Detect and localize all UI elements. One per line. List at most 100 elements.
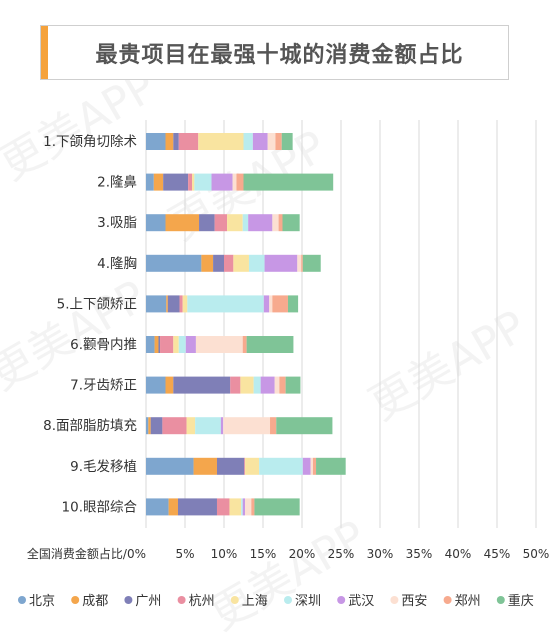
bar-segment	[201, 254, 214, 272]
bar-segment	[179, 295, 183, 313]
legend-marker	[230, 596, 239, 604]
category-label: 9.毛发移植	[70, 459, 137, 475]
bar-segment	[165, 376, 174, 394]
bar-segment	[213, 254, 224, 272]
bar-segment	[195, 417, 221, 435]
x-tick-label: 25%	[328, 547, 355, 561]
bar-segment	[248, 214, 273, 232]
x-axis-label: 全国消费金额占比/0%	[27, 546, 146, 561]
bar-segment	[165, 133, 174, 150]
x-tick-label: 45%	[484, 547, 511, 561]
x-tick-label: 5%	[175, 547, 194, 561]
bar-segment	[194, 173, 212, 191]
bar-segment	[269, 295, 273, 313]
legend-marker	[71, 596, 80, 604]
bar-segment	[310, 457, 313, 475]
bar-segment	[242, 336, 247, 353]
bar-segment	[272, 214, 279, 232]
legend-marker	[177, 596, 186, 604]
bar-segment	[146, 214, 166, 232]
bar-segment	[211, 173, 233, 191]
bar-segment	[148, 417, 151, 435]
bar-segment	[178, 133, 199, 150]
category-label: 8.面部脂肪填充	[43, 418, 137, 434]
bar-segment	[153, 173, 164, 191]
bar-segment	[232, 173, 237, 191]
bar-segment	[285, 376, 301, 394]
bar-segment	[162, 417, 187, 435]
category-label: 5.上下颌矫正	[57, 296, 137, 312]
bar-segment	[302, 457, 311, 475]
category-label: 2.隆鼻	[97, 174, 137, 191]
bar-segment	[245, 498, 252, 516]
bar-segment	[195, 336, 243, 353]
bar-segment	[279, 376, 286, 394]
x-tick-label: 15%	[250, 547, 277, 561]
bar-segment	[316, 457, 346, 475]
bar-segment	[146, 336, 155, 353]
legend-marker	[337, 596, 346, 604]
bar-segment	[240, 376, 254, 394]
bars-layer	[146, 133, 346, 516]
bar-segment	[224, 254, 234, 272]
bar-segment	[287, 295, 299, 313]
bar-segment	[227, 214, 243, 232]
bar-segment	[233, 254, 249, 272]
bar-segment	[274, 376, 280, 394]
bar-segment	[192, 173, 195, 191]
bar-segment	[272, 295, 288, 313]
category-labels-layer: 1.下颌角切除术 2.隆鼻 3.吸脂 4.隆胸 5.上下颌矫正 6.颧骨内推 7.牙齿矫正 8…	[43, 134, 137, 515]
bar-segment	[276, 417, 333, 435]
bar-segment	[187, 295, 264, 313]
bar-segment	[223, 417, 271, 435]
bar-segment	[173, 133, 179, 150]
legend-marker	[18, 596, 26, 604]
chart-title-box: 最贵项目在最强十城的消费金额占比	[40, 25, 509, 80]
bar-segment	[270, 417, 277, 435]
title-accent-bar	[41, 26, 48, 79]
legend-marker	[124, 596, 133, 604]
bar-segment	[267, 133, 276, 150]
bar-segment	[243, 133, 253, 150]
bar-segment	[146, 173, 154, 191]
bar-segment	[236, 173, 244, 191]
legend-marker	[496, 596, 505, 604]
bar-segment	[242, 214, 249, 232]
bar-segment	[243, 173, 334, 191]
bar-segment	[186, 417, 196, 435]
bar-segment	[173, 336, 179, 353]
bar-segment	[199, 214, 215, 232]
bar-segment	[166, 295, 168, 313]
x-tick-label: 50%	[523, 547, 549, 561]
bar-segment	[185, 336, 196, 353]
x-tick-label: 10%	[211, 547, 238, 561]
x-tick-label: 20%	[289, 547, 316, 561]
bar-segment	[182, 295, 188, 313]
bar-segment	[252, 133, 268, 150]
legend-label: 北京	[29, 594, 55, 609]
x-tick-label: 35%	[406, 547, 433, 561]
bar-segment	[188, 173, 193, 191]
bar-segment	[160, 336, 174, 353]
bar-segment	[259, 457, 303, 475]
bar-segment	[241, 498, 243, 516]
bar-segment	[146, 417, 149, 435]
bar-segment	[245, 457, 260, 475]
bar-segment	[165, 214, 200, 232]
legend-marker	[284, 596, 292, 604]
x-tick-label: 40%	[445, 547, 472, 561]
legend-label: 广州	[135, 594, 161, 609]
bar-segment	[220, 417, 224, 435]
legend-label: 西安	[401, 594, 427, 609]
chart-title: 最贵项目在最强十城的消费金额占比	[95, 42, 464, 68]
bar-segment	[248, 254, 265, 272]
legend-label: 杭州	[189, 594, 215, 609]
bar-segment	[163, 173, 189, 191]
category-label: 1.下颌角切除术	[43, 134, 137, 150]
bar-segment	[244, 457, 246, 475]
bar-segment	[216, 457, 245, 475]
bar-segment	[253, 376, 261, 394]
bar-segment	[178, 336, 186, 353]
bar-segment	[193, 457, 217, 475]
